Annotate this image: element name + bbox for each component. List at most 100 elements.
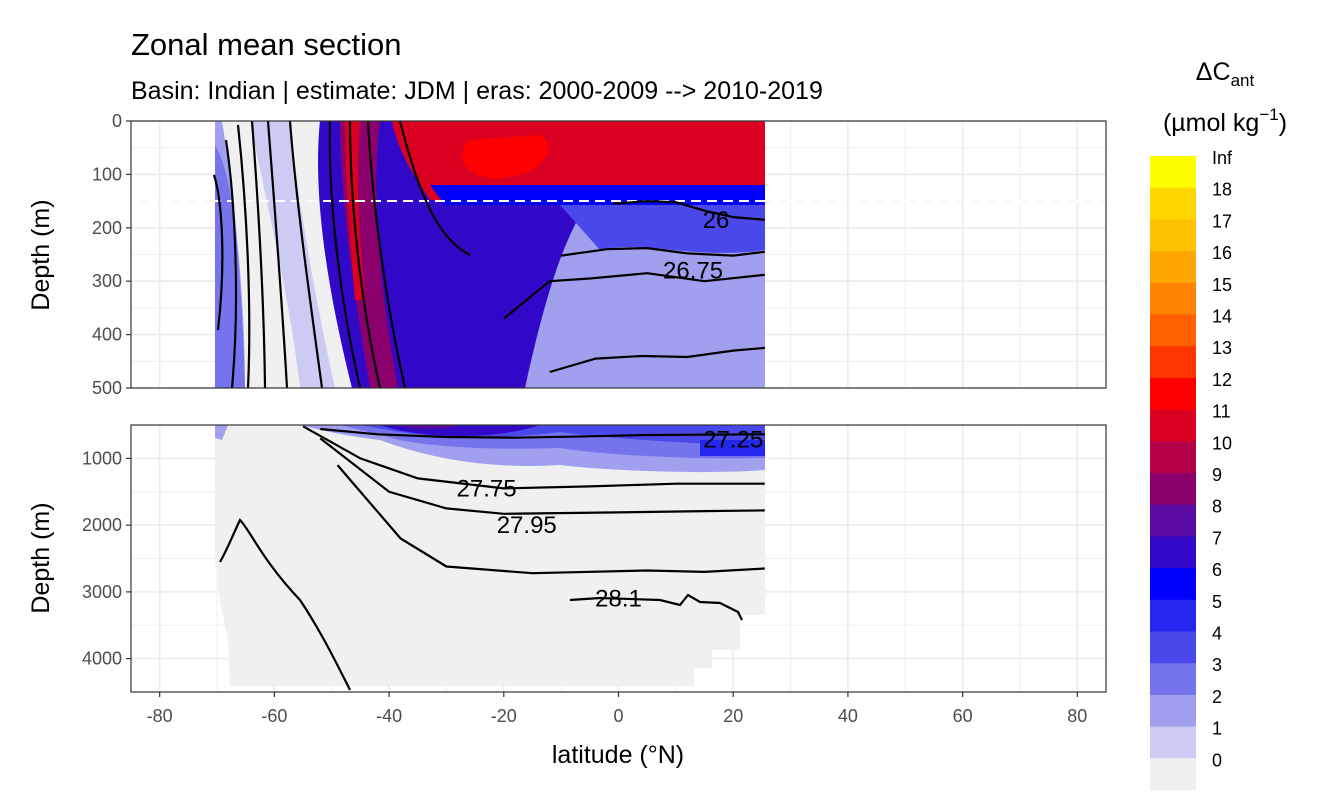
field-southern-edge-3-4 (215, 145, 245, 388)
legend-color-swatch (1150, 251, 1196, 284)
lower-panel-y-axis: 1000 2000 3000 4000 (82, 448, 131, 669)
y-tick-label: 1000 (82, 448, 122, 468)
x-tick-label: 80 (1067, 706, 1087, 726)
legend-color-swatch (1150, 314, 1196, 347)
chart-title: Zonal mean section (131, 27, 402, 62)
color-legend: ΔCant (µmol kg−1) Inf1817161514131211109… (1150, 58, 1287, 791)
isopycnal-26 (612, 199, 765, 221)
legend-color-swatch (1150, 758, 1196, 791)
y-tick-label: 400 (92, 325, 122, 345)
legend-break-label: 8 (1212, 497, 1222, 517)
legend-break-label: Inf (1212, 148, 1233, 168)
field-surface-max-12-13 (462, 135, 548, 179)
isopycnal-outcrop-1 (212, 174, 224, 331)
isopycnal-outcrop-3 (236, 124, 251, 388)
legend-break-label: 11 (1212, 402, 1231, 422)
contour-label: 27.25 (703, 427, 763, 454)
contour-label: 26.75 (663, 258, 723, 285)
isopycnal-26-75 (560, 246, 765, 257)
legend-break-label: 14 (1212, 307, 1232, 327)
isopycnal-27-25 (320, 427, 765, 439)
legend-color-swatch (1150, 568, 1196, 601)
legend-color-swatch (1150, 536, 1196, 569)
upper-panel-contours (212, 121, 765, 388)
isopycnal-outcrop-2 (224, 139, 238, 388)
legend-color-swatch (1150, 219, 1196, 252)
contour-label: 26 (703, 207, 730, 234)
legend-color-swatch (1150, 346, 1196, 379)
y-tick-label: 3000 (82, 582, 122, 602)
legend-color-swatch (1150, 473, 1196, 506)
x-tick-label: 20 (723, 706, 743, 726)
legend-break-label: 10 (1212, 433, 1232, 453)
y-tick-label: 500 (92, 378, 122, 398)
x-tick-label: -40 (376, 706, 402, 726)
x-axis-title: latitude (°N) (552, 741, 684, 769)
isopycnal-outcrop-6 (288, 121, 324, 388)
isopycnal-outcrop-7 (328, 121, 362, 388)
legend-color-swatch (1150, 599, 1196, 632)
legend-color-swatch (1150, 694, 1196, 728)
legend-color-swatch (1150, 441, 1196, 474)
x-tick-label: -80 (147, 706, 173, 726)
x-tick-label: 0 (613, 706, 623, 726)
isopycnal-27-75 (302, 425, 765, 490)
isopycnal-28-1 (336, 464, 765, 575)
legend-break-label: 16 (1212, 243, 1232, 263)
isopycnal-27-1 (549, 346, 765, 374)
y-tick-label: 200 (92, 218, 122, 238)
legend-break-label: 13 (1212, 338, 1232, 358)
chart-subtitle: Basin: Indian | estimate: JDM | eras: 20… (131, 77, 823, 105)
field-deep-0-1 (215, 425, 765, 686)
x-tick-label: -20 (491, 706, 517, 726)
lower-panel-field (215, 425, 765, 686)
upper-panel-field (215, 121, 765, 388)
legend-break-label: 9 (1212, 465, 1222, 485)
upper-panel-border (130, 120, 1107, 389)
field-eastern-5-6 (700, 440, 765, 456)
legend-break-label: 6 (1212, 560, 1222, 580)
x-tick-label: 60 (953, 706, 973, 726)
legend-break-label: 12 (1212, 370, 1232, 390)
legend-color-swatch (1150, 504, 1196, 537)
field-thermocline-4-5 (560, 205, 765, 253)
upper-panel-y-axis: 0 100 200 300 400 500 (92, 111, 131, 398)
lower-panel: 1000 2000 3000 4000 (82, 424, 1107, 693)
legend-color-swatch (1150, 631, 1196, 664)
upper-panel: 0 100 200 300 400 500 (92, 111, 1107, 398)
legend-color-swatch (1150, 282, 1196, 315)
y-axis-title-lower: Depth (m) (27, 502, 55, 613)
isopycnal-28-1-east (569, 593, 743, 621)
legend-break-label: 1 (1212, 719, 1222, 739)
isopycnal-27 (503, 272, 765, 320)
legend-break-label: 17 (1212, 211, 1232, 231)
legend-break-label: 7 (1212, 528, 1222, 548)
y-tick-label: 300 (92, 271, 122, 291)
x-tick-label: 40 (838, 706, 858, 726)
legend-break-label: 4 (1212, 624, 1222, 644)
isopycnal-outcrop-9 (366, 121, 407, 388)
legend-color-swatch (1150, 187, 1196, 220)
y-tick-label: 100 (92, 164, 122, 184)
legend-color-swatch (1150, 726, 1196, 759)
legend-title: ΔCant (1196, 58, 1255, 90)
legend-color-swatch (1150, 409, 1196, 442)
isopycnal-outcrop-8 (348, 121, 382, 388)
field-southern-edge-deep (215, 425, 228, 440)
isopycnal-outcrop-10 (398, 121, 471, 256)
isopycnal-outcrop-5 (266, 121, 289, 388)
isopycnal-deep-28-2 (219, 518, 351, 691)
x-axis: -80 -60 -40 -20 0 20 40 60 80 (147, 692, 1087, 726)
contour-label: 28.1 (595, 586, 642, 613)
legend-break-label: 18 (1212, 180, 1232, 200)
legend-color-swatch (1150, 377, 1196, 411)
legend-break-label: 2 (1212, 687, 1222, 707)
legend-break-label: 0 (1212, 750, 1222, 770)
legend-color-swatch (1150, 156, 1196, 189)
isopycnal-outcrop-4 (250, 121, 267, 388)
contour-labels: 26 26.75 27.25 27.75 27.95 28.1 (457, 207, 764, 613)
legend-unit: (µmol kg−1) (1163, 105, 1287, 137)
contour-label: 27.95 (497, 512, 557, 539)
